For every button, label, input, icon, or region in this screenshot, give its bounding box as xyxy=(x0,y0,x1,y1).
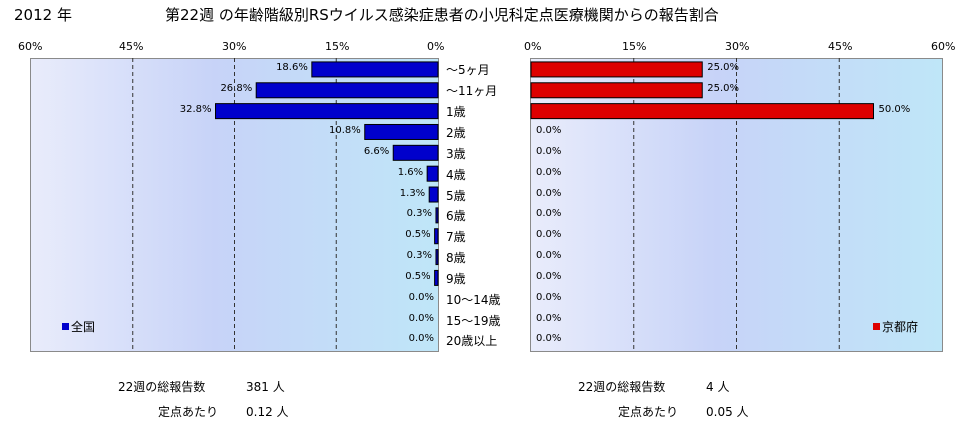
national-value-label: 26.8% xyxy=(220,83,253,95)
national-bar xyxy=(255,82,439,99)
category-label: ～5ヶ月 xyxy=(446,63,490,78)
national-value-label: 0.3% xyxy=(406,250,432,262)
national-value-label: 0.3% xyxy=(406,208,432,220)
national-per-label: 定点あたり xyxy=(158,405,219,419)
left-tick-15: 15% xyxy=(325,40,350,53)
national-value-label: 32.8% xyxy=(179,104,212,116)
category-label: 8歳 xyxy=(446,251,466,266)
national-value-label: 18.6% xyxy=(276,62,308,74)
national-bar xyxy=(428,186,439,203)
national-value-label: 1.6% xyxy=(397,166,424,178)
national-bar xyxy=(435,249,439,266)
national-legend-swatch xyxy=(62,323,69,330)
kyoto-value-label: 25.0% xyxy=(707,83,740,95)
kyoto-legend-label: 京都府 xyxy=(882,320,919,334)
category-label: 6歳 xyxy=(446,209,466,224)
national-bar xyxy=(434,228,439,245)
kyoto-per-value: 0.05 人 xyxy=(706,405,749,419)
national-value-label: 0.0% xyxy=(408,291,434,303)
national-bar xyxy=(364,123,439,140)
right-tick-30: 30% xyxy=(725,40,750,53)
national-value-label: 0.5% xyxy=(405,270,431,282)
left-tick-60: 60% xyxy=(18,40,43,53)
category-label: ～11ヶ月 xyxy=(446,84,498,99)
national-value-label: 1.3% xyxy=(399,187,426,199)
kyoto-value-label: 0.0% xyxy=(536,187,562,199)
category-label: 15～19歳 xyxy=(446,313,501,328)
kyoto-value-label: 25.0% xyxy=(707,62,740,74)
kyoto-legend: 京都府 xyxy=(873,318,918,335)
national-per-value: 0.12 人 xyxy=(246,405,289,419)
left-tick-0: 0% xyxy=(427,40,445,53)
national-total-value: 381 人 xyxy=(246,380,285,394)
kyoto-value-label: 0.0% xyxy=(536,166,562,178)
kyoto-value-label: 0.0% xyxy=(536,333,562,345)
national-total-label: 22週の総報告数 xyxy=(118,380,206,394)
national-bar xyxy=(434,269,439,286)
year-label: 2012 年 xyxy=(14,6,72,24)
category-label: 10～14歳 xyxy=(446,292,501,307)
right-tick-0: 0% xyxy=(524,40,542,53)
left-tick-30: 30% xyxy=(222,40,247,53)
kyoto-value-label: 0.0% xyxy=(536,145,562,157)
category-label: 5歳 xyxy=(446,188,466,203)
kyoto-per-label: 定点あたり xyxy=(618,405,679,419)
national-bar xyxy=(426,165,439,182)
national-value-label: 0.5% xyxy=(405,229,431,241)
kyoto-value-label: 0.0% xyxy=(536,270,562,282)
chart-title: 第22週 の年齢階級別RSウイルス感染症患者の小児科定点医療機関からの報告割合 xyxy=(165,6,719,24)
right-tick-60: 60% xyxy=(931,40,956,53)
left-tick-45: 45% xyxy=(119,40,144,53)
kyoto-legend-swatch xyxy=(873,323,880,330)
national-legend: 全国 xyxy=(62,318,95,335)
right-tick-15: 15% xyxy=(622,40,647,53)
national-bar xyxy=(392,144,439,161)
category-label: 7歳 xyxy=(446,230,466,245)
kyoto-total-label: 22週の総報告数 xyxy=(578,380,666,394)
national-bar xyxy=(435,207,439,224)
national-bar xyxy=(215,103,439,120)
kyoto-bar xyxy=(530,61,703,78)
kyoto-value-label: 0.0% xyxy=(536,250,562,262)
national-value-label: 0.0% xyxy=(408,333,434,345)
kyoto-bar xyxy=(530,103,874,120)
national-legend-label: 全国 xyxy=(71,320,96,334)
national-value-label: 10.8% xyxy=(328,124,361,136)
kyoto-bar xyxy=(530,82,703,99)
kyoto-value-label: 0.0% xyxy=(536,208,562,220)
category-label: 2歳 xyxy=(446,125,466,140)
national-bar xyxy=(311,61,439,78)
national-value-label: 0.0% xyxy=(408,312,434,324)
category-label: 3歳 xyxy=(446,146,466,161)
category-label: 4歳 xyxy=(446,167,466,182)
kyoto-value-label: 0.0% xyxy=(536,291,562,303)
category-label: 9歳 xyxy=(446,271,466,286)
category-label: 20歳以上 xyxy=(446,334,498,349)
kyoto-value-label: 0.0% xyxy=(536,312,562,324)
kyoto-total-value: 4 人 xyxy=(706,380,730,394)
kyoto-value-label: 50.0% xyxy=(878,104,911,116)
kyoto-value-label: 0.0% xyxy=(536,124,562,136)
kyoto-value-label: 0.0% xyxy=(536,229,562,241)
right-tick-45: 45% xyxy=(828,40,853,53)
national-value-label: 6.6% xyxy=(363,145,390,157)
category-label: 1歳 xyxy=(446,105,466,120)
